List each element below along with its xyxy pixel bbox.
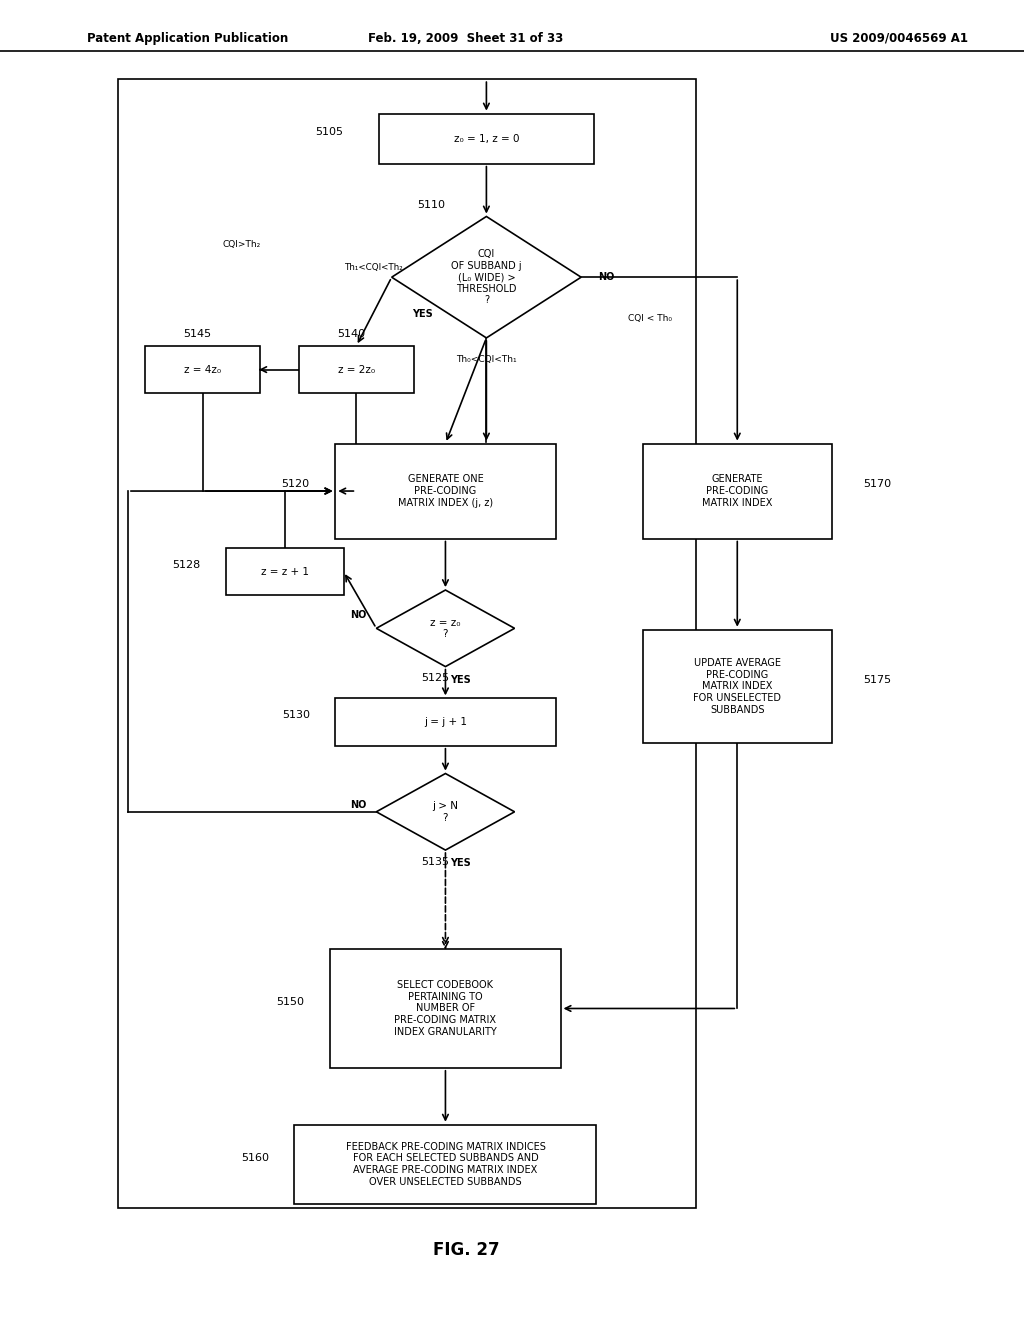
Text: NO: NO	[598, 272, 614, 282]
Text: z = z₀
?: z = z₀ ?	[430, 618, 461, 639]
FancyBboxPatch shape	[336, 698, 555, 746]
Polygon shape	[391, 216, 582, 338]
Text: NO: NO	[350, 800, 367, 810]
Text: z₀ = 1, z = 0: z₀ = 1, z = 0	[454, 133, 519, 144]
Text: YES: YES	[451, 675, 471, 685]
Text: CQI
OF SUBBAND j
(L₀ WIDE) >
THRESHOLD
?: CQI OF SUBBAND j (L₀ WIDE) > THRESHOLD ?	[452, 249, 521, 305]
Text: YES: YES	[413, 309, 433, 319]
Text: GENERATE
PRE-CODING
MATRIX INDEX: GENERATE PRE-CODING MATRIX INDEX	[702, 474, 772, 508]
FancyBboxPatch shape	[295, 1125, 596, 1204]
Text: NO: NO	[350, 610, 367, 620]
Text: j = j + 1: j = j + 1	[424, 717, 467, 727]
FancyBboxPatch shape	[226, 548, 344, 595]
Text: FIG. 27: FIG. 27	[432, 1241, 500, 1259]
Polygon shape	[377, 774, 514, 850]
Text: CQI < Th₀: CQI < Th₀	[629, 314, 672, 322]
Text: 5140: 5140	[337, 329, 366, 339]
FancyBboxPatch shape	[299, 346, 414, 393]
Text: 5145: 5145	[183, 329, 212, 339]
Text: 5105: 5105	[315, 127, 343, 137]
Text: US 2009/0046569 A1: US 2009/0046569 A1	[829, 32, 968, 45]
Text: 5160: 5160	[241, 1152, 268, 1163]
FancyBboxPatch shape	[145, 346, 260, 393]
Text: 5128: 5128	[172, 560, 201, 570]
Text: 5130: 5130	[282, 710, 309, 721]
Text: CQI>Th₂: CQI>Th₂	[222, 240, 261, 248]
Text: FEEDBACK PRE-CODING MATRIX INDICES
FOR EACH SELECTED SUBBANDS AND
AVERAGE PRE-CO: FEEDBACK PRE-CODING MATRIX INDICES FOR E…	[345, 1142, 546, 1187]
Text: 5120: 5120	[282, 479, 309, 490]
Text: 5170: 5170	[862, 479, 891, 490]
Text: UPDATE AVERAGE
PRE-CODING
MATRIX INDEX
FOR UNSELECTED
SUBBANDS: UPDATE AVERAGE PRE-CODING MATRIX INDEX F…	[693, 659, 781, 714]
Text: z = 2z₀: z = 2z₀	[338, 364, 375, 375]
Text: YES: YES	[451, 858, 471, 869]
FancyBboxPatch shape	[379, 114, 594, 164]
Text: z = z + 1: z = z + 1	[261, 566, 308, 577]
Text: Th₁<CQI<Th₂: Th₁<CQI<Th₂	[344, 264, 403, 272]
Text: SELECT CODEBOOK
PERTAINING TO
NUMBER OF
PRE-CODING MATRIX
INDEX GRANULARITY: SELECT CODEBOOK PERTAINING TO NUMBER OF …	[394, 981, 497, 1036]
FancyBboxPatch shape	[643, 630, 831, 743]
FancyBboxPatch shape	[336, 444, 555, 539]
Text: 5135: 5135	[421, 857, 450, 867]
Text: 5125: 5125	[421, 673, 450, 684]
Text: 5110: 5110	[418, 199, 445, 210]
Text: 5175: 5175	[862, 675, 891, 685]
Text: GENERATE ONE
PRE-CODING
MATRIX INDEX (j, z): GENERATE ONE PRE-CODING MATRIX INDEX (j,…	[398, 474, 493, 508]
Polygon shape	[377, 590, 514, 667]
Text: Th₀<CQI<Th₁: Th₀<CQI<Th₁	[456, 355, 517, 363]
Text: z = 4z₀: z = 4z₀	[184, 364, 221, 375]
FancyBboxPatch shape	[330, 949, 561, 1068]
Text: Patent Application Publication: Patent Application Publication	[87, 32, 289, 45]
Text: 5150: 5150	[276, 997, 305, 1007]
Text: Feb. 19, 2009  Sheet 31 of 33: Feb. 19, 2009 Sheet 31 of 33	[369, 32, 563, 45]
Text: j > N
?: j > N ?	[432, 801, 459, 822]
FancyBboxPatch shape	[643, 444, 831, 539]
